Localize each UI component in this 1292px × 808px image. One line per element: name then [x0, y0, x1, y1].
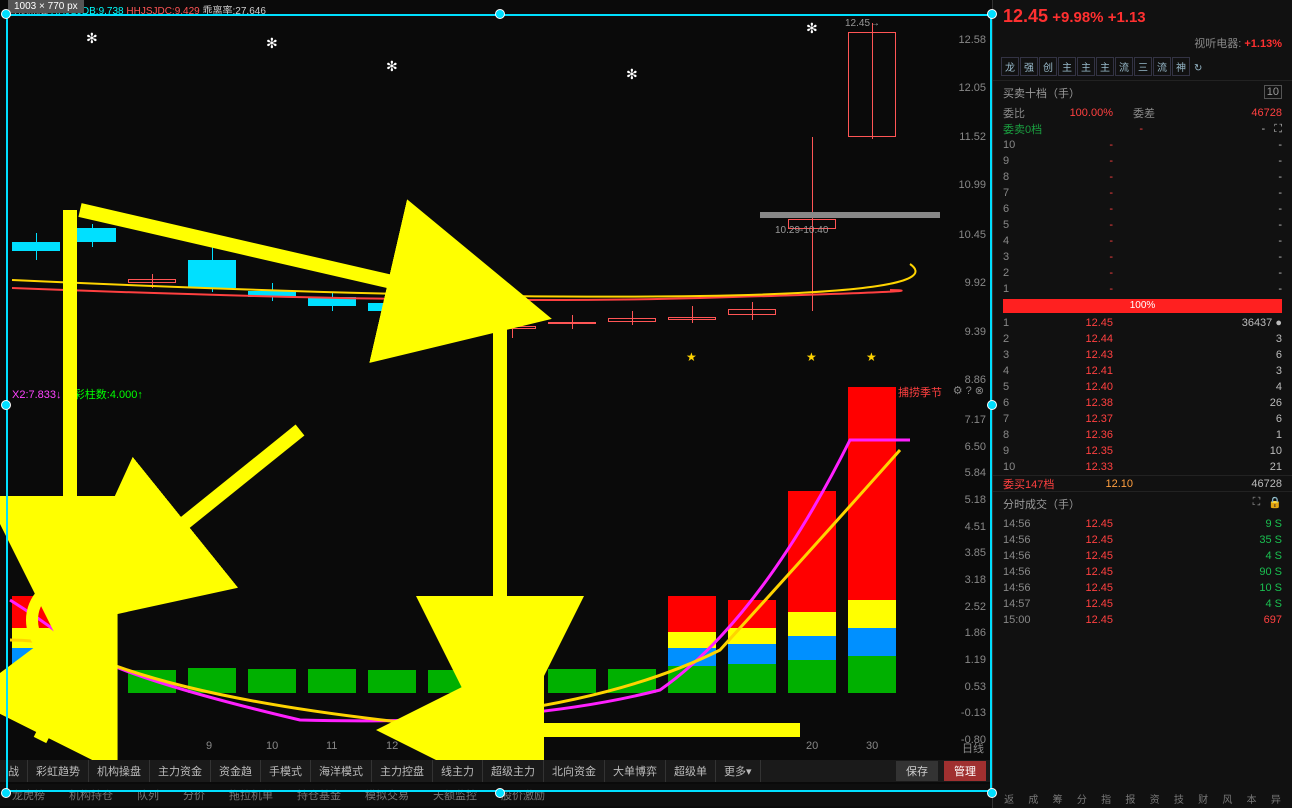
- indicator-tab[interactable]: 大单博弈: [605, 760, 666, 782]
- table-row: 14:5612.454 S: [993, 548, 1292, 564]
- price-header: 12.45 +9.98% +1.13: [993, 0, 1292, 33]
- table-row: 14:5712.454 S: [993, 596, 1292, 612]
- bottom-tab[interactable]: 龙虎榜: [0, 784, 57, 806]
- indicator-tab[interactable]: 彩虹趋势: [28, 760, 89, 782]
- sell-rows: 10--9--8--7--6--5--4--3--2--1--: [993, 137, 1292, 297]
- indicator-tab[interactable]: 主力控盘: [372, 760, 433, 782]
- lock-icon[interactable]: 🔒: [1268, 496, 1282, 509]
- level-badge: 10: [1264, 85, 1282, 99]
- stock-tags[interactable]: 龙强创主主主流三流神↻: [993, 53, 1292, 80]
- indicator-tab[interactable]: 更多▾: [716, 760, 761, 782]
- xaxis: 日线 69101112132030: [0, 740, 992, 758]
- sell0-row: 委卖0档 -- ⛶: [993, 121, 1292, 137]
- save-button[interactable]: 保存: [896, 761, 938, 781]
- indicator-tab[interactable]: 海洋模式: [311, 760, 372, 782]
- buysell-title: 买卖十档（手） 10: [993, 80, 1292, 105]
- bottom-tab[interactable]: 股价激励: [489, 784, 557, 806]
- table-row: 912.3510: [993, 443, 1292, 459]
- table-row: 15:0012.45697: [993, 612, 1292, 628]
- table-row: 4--: [993, 233, 1292, 249]
- table-row: 3--: [993, 249, 1292, 265]
- table-row: 2--: [993, 265, 1292, 281]
- table-row: 14:5612.459 S: [993, 516, 1292, 532]
- manage-button[interactable]: 管理: [944, 761, 986, 781]
- indicator-tab[interactable]: 手模式: [261, 760, 311, 782]
- table-row: 412.413: [993, 363, 1292, 379]
- table-row: 5--: [993, 217, 1292, 233]
- table-row: 1012.3321: [993, 459, 1292, 475]
- table-row: 9--: [993, 153, 1292, 169]
- table-row: 212.443: [993, 331, 1292, 347]
- sector-row: 视听电器: +1.13%: [993, 33, 1292, 53]
- table-row: 8--: [993, 169, 1292, 185]
- table-row: 1--: [993, 281, 1292, 297]
- expand-icon[interactable]: ⛶: [1253, 496, 1261, 509]
- indicator-tabs[interactable]: 战彩虹趋势机构操盘主力资金资金趋手模式海洋模式主力控盘线主力超级主力北向资金大单…: [0, 760, 992, 782]
- table-row: 14:5612.4590 S: [993, 564, 1292, 580]
- indicator-tab[interactable]: 超级主力: [483, 760, 544, 782]
- table-row: 112.4536437 ●: [993, 315, 1292, 331]
- indicator-tab[interactable]: 战: [0, 760, 28, 782]
- bot-indicators: X2:7.833↓ 彩柱数:4.000↑: [12, 386, 143, 402]
- table-row: 612.3826: [993, 395, 1292, 411]
- period-label: 日线: [962, 740, 984, 756]
- order-book-panel: 12.45 +9.98% +1.13 视听电器: +1.13% 龙强创主主主流三…: [992, 0, 1292, 808]
- bottom-tab[interactable]: 拖拉机单: [217, 784, 285, 806]
- indicator-deviation: 乖离率:27.646: [203, 6, 266, 17]
- bottom-tab[interactable]: 分价: [171, 784, 217, 806]
- table-row: 712.376: [993, 411, 1292, 427]
- table-row: 312.436: [993, 347, 1292, 363]
- trade-rows: 14:5612.459 S14:5612.4535 S14:5612.454 S…: [993, 516, 1292, 628]
- trades-title: 分时成交（手） 🔒 ⛶: [993, 491, 1292, 516]
- indicator-caizhu: 彩柱数:4.000↑: [74, 389, 143, 401]
- right-footer-tabs[interactable]: 返成筹分指报资技财风本异: [993, 791, 1292, 806]
- bottom-tabs[interactable]: 龙虎榜机构持仓队列分价拖拉机单持仓基金模拟交易天额监控股价激励: [0, 784, 992, 806]
- indicator-tab[interactable]: 资金趋: [211, 760, 261, 782]
- table-row: 14:5612.4535 S: [993, 532, 1292, 548]
- bottom-tab[interactable]: 队列: [125, 784, 171, 806]
- table-row: 512.404: [993, 379, 1292, 395]
- buy-rows: 112.4536437 ●212.443312.436412.413512.40…: [993, 315, 1292, 475]
- indicator-tab[interactable]: 主力资金: [150, 760, 211, 782]
- dim-label: 1003 × 770 px: [8, 0, 84, 13]
- table-row: 10--: [993, 137, 1292, 153]
- buy147-row: 委买147档 12.10 46728: [993, 475, 1292, 491]
- table-row: 812.361: [993, 427, 1292, 443]
- bottom-tab[interactable]: 机构持仓: [57, 784, 125, 806]
- indicator-tab[interactable]: 线主力: [433, 760, 483, 782]
- table-row: 6--: [993, 201, 1292, 217]
- indicator-tab[interactable]: 超级单: [666, 760, 716, 782]
- buy-pressure-bar: 100%: [1003, 299, 1282, 313]
- wubi-row: 委比 100.00% 委差 46728: [993, 105, 1292, 121]
- ma-lines: [0, 0, 940, 380]
- price-chart[interactable]: 智能除魔 HHJSJDB:9.738 HHJSJDC:9.429 乖离率:27.…: [0, 0, 992, 380]
- indicator-x2: X2:7.833↓: [12, 389, 65, 401]
- last-price: 12.45: [1003, 6, 1048, 26]
- indicator-tab[interactable]: 北向资金: [544, 760, 605, 782]
- bottom-tab[interactable]: 天额监控: [421, 784, 489, 806]
- pct-change: +9.98%: [1052, 9, 1103, 26]
- price-change: +1.13: [1108, 9, 1146, 26]
- table-row: 14:5612.4510 S: [993, 580, 1292, 596]
- indicator-tab[interactable]: 机构操盘: [89, 760, 150, 782]
- table-row: 7--: [993, 185, 1292, 201]
- indicator-hhjsjdc: HHJSJDC:9.429: [126, 6, 199, 17]
- bottom-tab[interactable]: 持仓基金: [285, 784, 353, 806]
- bottom-tab[interactable]: 模拟交易: [353, 784, 421, 806]
